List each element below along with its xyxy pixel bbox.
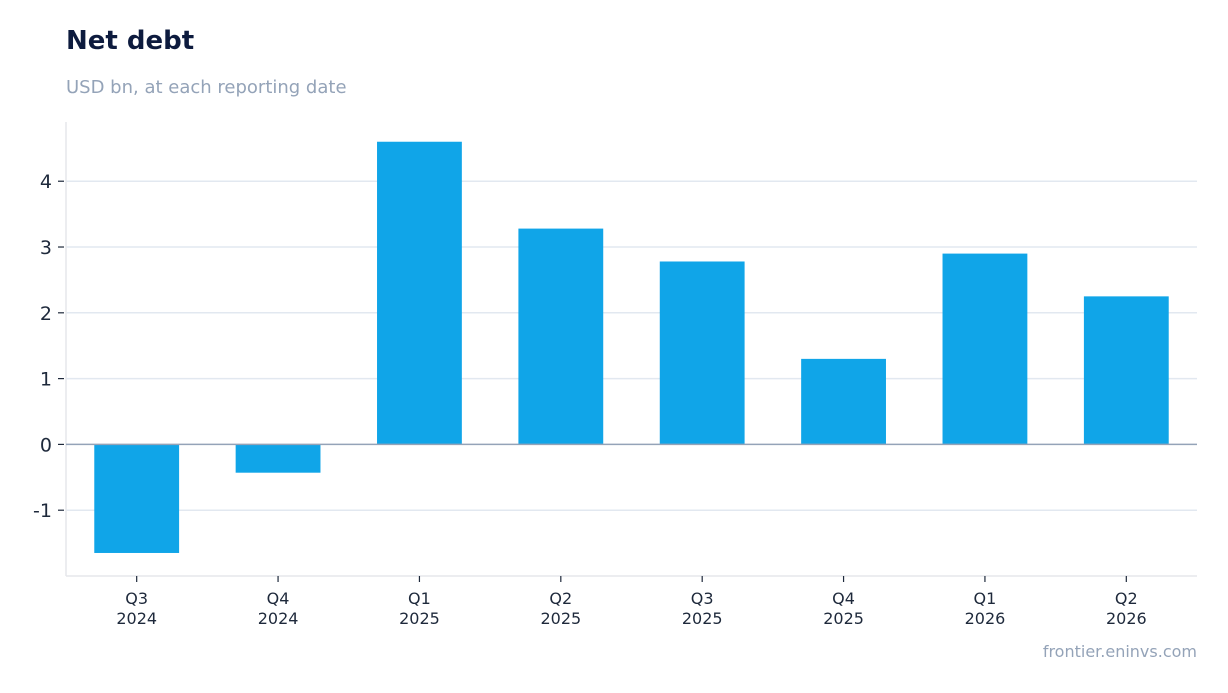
bar [1083,296,1169,445]
y-tick-label: 0 [40,434,52,456]
bar [942,253,1028,445]
y-tick-label: 1 [40,369,52,391]
bar [94,444,180,553]
x-tick-label: Q2 2025 [540,589,581,628]
y-tick-label: 3 [40,237,52,259]
x-tick-label: Q2 2026 [1106,589,1147,628]
bar [235,444,321,473]
y-tick-label: -1 [33,500,52,522]
x-tick-label: Q3 2024 [116,589,157,628]
x-tick-label: Q3 2025 [682,589,723,628]
source-label: frontier.eninvs.com [1042,642,1197,661]
x-tick-label: Q1 2025 [399,589,440,628]
bar [659,261,745,445]
y-tick-label: 4 [40,171,52,193]
chart-subtitle: USD bn, at each reporting date [66,77,347,98]
bar [377,141,462,445]
x-tick-label: Q1 2026 [965,589,1006,628]
bar [801,358,886,445]
x-tick-label: Q4 2025 [823,589,864,628]
y-tick-label: 2 [40,303,52,325]
chart-title: Net debt [66,26,195,56]
bar [518,228,604,445]
x-tick-label: Q4 2024 [258,589,299,628]
